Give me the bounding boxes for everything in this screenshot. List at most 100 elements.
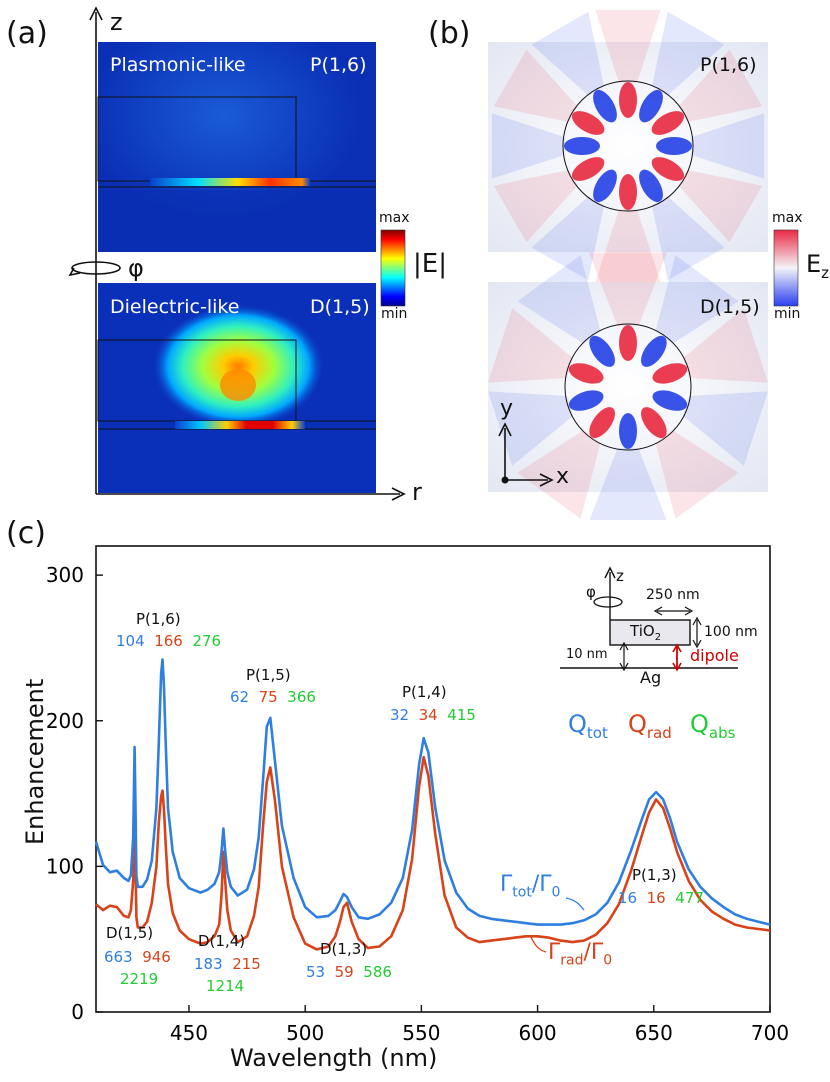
mode-q-D13: 53 59 586 (306, 963, 392, 981)
inset-phi-label: φ (586, 583, 596, 601)
mode-label-P15: P(1,5) (246, 666, 291, 684)
rotation-phi-icon (68, 261, 121, 277)
plot-frame (95, 545, 771, 1013)
gamma-tot-label: Γtot/Γ0 (500, 872, 561, 901)
mode-q-P15: 62 75 366 (230, 688, 316, 706)
ez-ray (493, 169, 578, 243)
mode-q-P16: 104 166 276 (116, 632, 222, 650)
field-map-top (97, 42, 376, 252)
y-tick-label: 100 (46, 854, 84, 878)
mode-qabs-D15: 2219 (120, 970, 159, 988)
ez-lobe (568, 390, 604, 411)
panel-b-figure (488, 9, 799, 520)
panel-a-axes (89, 6, 406, 501)
ez-ray (517, 430, 601, 519)
inset-height-label: 100 nm (704, 624, 758, 640)
mode-label-D15: D(1,5) (106, 924, 154, 942)
ez-lobe (619, 325, 637, 361)
ez-lobe (651, 157, 685, 181)
colorbar-E (380, 229, 406, 307)
ez-lobe (651, 111, 685, 135)
b-bottom-mode-id: D(1,5) (700, 296, 760, 318)
ez-lobe (641, 335, 667, 367)
ez-ray (678, 49, 763, 123)
ez-lobe (656, 137, 692, 155)
colorbar-E-max: max (379, 210, 410, 226)
panel-a-figure (68, 6, 406, 501)
ez-ray (682, 308, 768, 383)
mode-q-D14: 183 215 (194, 955, 261, 973)
ez-lobe (619, 413, 637, 449)
top-mode-id: P(1,6) (310, 54, 367, 76)
x-tick-label: 700 (751, 1021, 789, 1045)
axis-x-label: x (556, 464, 570, 489)
ez-ray (491, 113, 565, 179)
inset-z-label: z (616, 567, 624, 585)
legend-q-rad: Qrad (628, 710, 672, 742)
x-tick-label: 600 (518, 1021, 556, 1045)
ez-lobe (639, 89, 663, 123)
ez-ray (595, 9, 661, 83)
ez-ray (651, 11, 725, 96)
y-tick-label: 0 (71, 1000, 84, 1024)
mode-q-D15: 663 946 (104, 948, 171, 966)
x-tick-label: 550 (402, 1021, 440, 1045)
ez-lobe (639, 169, 663, 203)
inset-width-label: 250 nm (646, 587, 700, 603)
ez-ray (651, 196, 725, 281)
ez-lobe (652, 363, 688, 384)
field-map-bottom (97, 283, 376, 493)
ez-ray (493, 49, 578, 123)
ez-lobe (652, 390, 688, 411)
mode-label-P13: P(1,3) (632, 866, 677, 884)
legend-q-abs: Qabs (690, 710, 736, 742)
ez-ray (589, 448, 667, 520)
x-tick-label: 500 (286, 1021, 324, 1045)
colorbar-E-label: |E| (413, 249, 447, 279)
inset-substrate-label: Ag (640, 668, 662, 687)
mode-label-P14: P(1,4) (402, 683, 447, 701)
y-tick-label: 200 (46, 709, 84, 733)
ez-ray (488, 391, 574, 466)
series-gamma-rad (95, 755, 771, 951)
ez-lobe (564, 137, 600, 155)
x-axis-label: Wavelength (nm) (230, 1044, 438, 1072)
ez-lobe (589, 407, 615, 439)
ez-ray (655, 430, 739, 519)
y-tick-label: 300 (46, 563, 84, 587)
colorbar-E-min: min (381, 306, 408, 322)
inset-material-label: TiO2 (630, 622, 662, 643)
colorbar-Ez (773, 229, 799, 307)
b-top-mode-id: P(1,6) (700, 54, 757, 76)
ez-ray (682, 391, 768, 466)
panel-a-label: (a) (6, 16, 48, 51)
ez-lobe (619, 174, 637, 210)
inset-gap-label: 10 nm (566, 647, 608, 662)
mode-label-P16: P(1,6) (136, 610, 181, 628)
inset-dipole-label: dipole (690, 646, 739, 665)
ez-ray (531, 11, 605, 96)
ez-ray (678, 169, 763, 243)
axis-y-label: y (500, 396, 514, 421)
panel-b-label: (b) (428, 16, 471, 51)
ez-ray (691, 113, 765, 179)
colorbar-Ez-max: max (772, 210, 803, 226)
mode-q-P13: 16 16 477 (618, 889, 704, 907)
ez-lobe (641, 407, 667, 439)
phi-label: φ (128, 254, 144, 282)
top-mode-title: Plasmonic-like (110, 54, 246, 76)
ez-lobe (619, 82, 637, 118)
mode-q-P14: 32 34 415 (390, 706, 476, 724)
axis-z-label: z (110, 8, 123, 36)
mode-qabs-D14: 1214 (206, 977, 245, 995)
panel-c-label: (c) (6, 516, 46, 551)
axis-r-label: r (412, 478, 422, 506)
mode-label-D13: D(1,3) (320, 940, 368, 958)
bottom-mode-id: D(1,5) (310, 296, 370, 318)
ez-ray (531, 196, 605, 281)
bottom-mode-title: Dielectric-like (110, 296, 240, 318)
ez-lobe (589, 335, 615, 367)
ez-ray (588, 252, 668, 326)
